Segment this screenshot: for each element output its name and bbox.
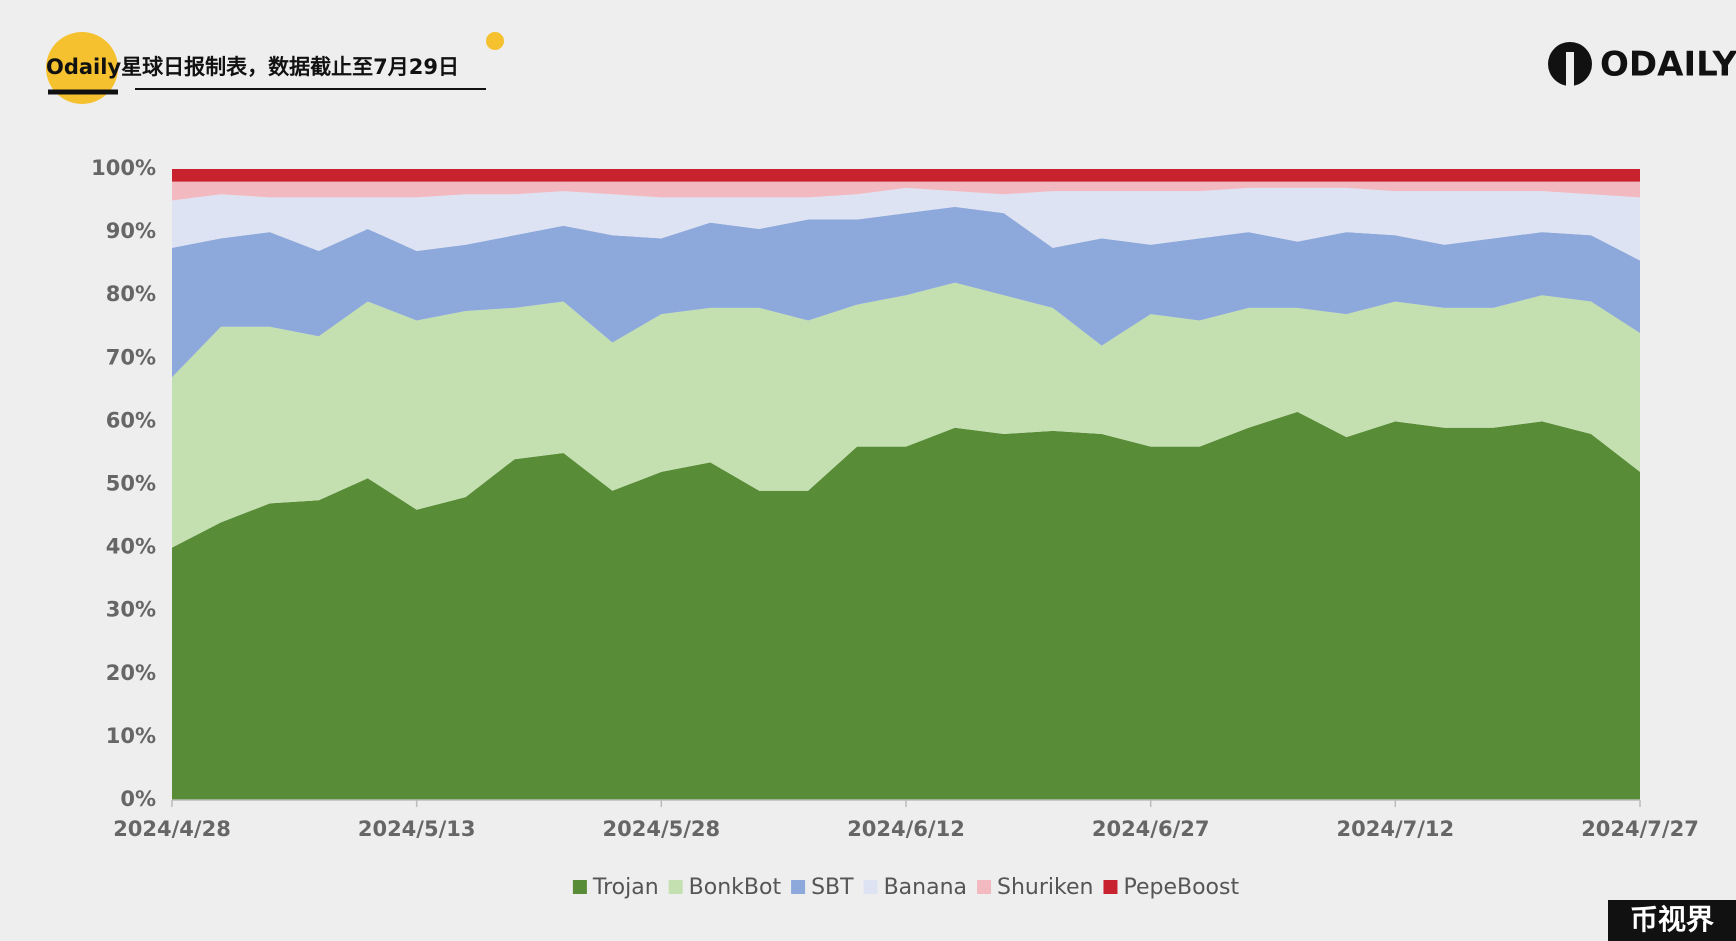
legend-swatch <box>572 880 587 894</box>
title-dot <box>486 32 504 50</box>
legend-swatch <box>977 880 992 894</box>
logo-icon-cut <box>1566 52 1574 86</box>
legend-label: SBT <box>811 875 854 900</box>
y-tick-label: 40% <box>106 535 156 559</box>
area <box>172 181 1640 201</box>
chart-title: Odaily星球日报制表，数据截止至7月29日 <box>46 55 459 79</box>
y-tick-label: 0% <box>120 787 156 811</box>
x-tick-label: 2024/4/28 <box>113 817 231 841</box>
corner-label: 币视界 <box>1630 903 1714 936</box>
y-tick-label: 70% <box>106 345 156 369</box>
y-tick-label: 20% <box>106 661 156 685</box>
y-tick-label: 50% <box>106 472 156 496</box>
x-tick-label: 2024/6/27 <box>1092 817 1210 841</box>
y-tick-label: 100% <box>91 156 156 180</box>
legend-label: Banana <box>884 875 967 900</box>
title-badge <box>46 32 118 104</box>
y-tick-label: 10% <box>106 724 156 748</box>
legend-swatch <box>1103 880 1118 894</box>
area <box>172 169 1640 182</box>
y-tick-label: 80% <box>106 282 156 306</box>
y-tick-label: 60% <box>106 408 156 432</box>
area <box>172 282 1640 548</box>
legend-label: Trojan <box>592 875 659 900</box>
area <box>172 187 1640 261</box>
legend-label: Shuriken <box>997 875 1093 900</box>
x-tick-label: 2024/7/12 <box>1337 817 1455 841</box>
legend-swatch <box>863 880 878 894</box>
x-tick-label: 2024/6/12 <box>847 817 965 841</box>
legend-swatch <box>791 880 806 894</box>
x-tick-label: 2024/7/27 <box>1581 817 1699 841</box>
x-tick-label: 2024/5/13 <box>358 817 476 841</box>
legend-label: PepeBoost <box>1123 875 1239 900</box>
x-tick-label: 2024/5/28 <box>603 817 721 841</box>
logo: ODAILY <box>1600 45 1736 85</box>
legend-label: BonkBot <box>689 875 782 900</box>
area <box>172 411 1640 800</box>
area <box>172 206 1640 378</box>
corner-box <box>1608 900 1736 941</box>
y-tick-label: 30% <box>106 598 156 622</box>
legend-swatch <box>668 880 683 894</box>
y-tick-label: 90% <box>106 219 156 243</box>
